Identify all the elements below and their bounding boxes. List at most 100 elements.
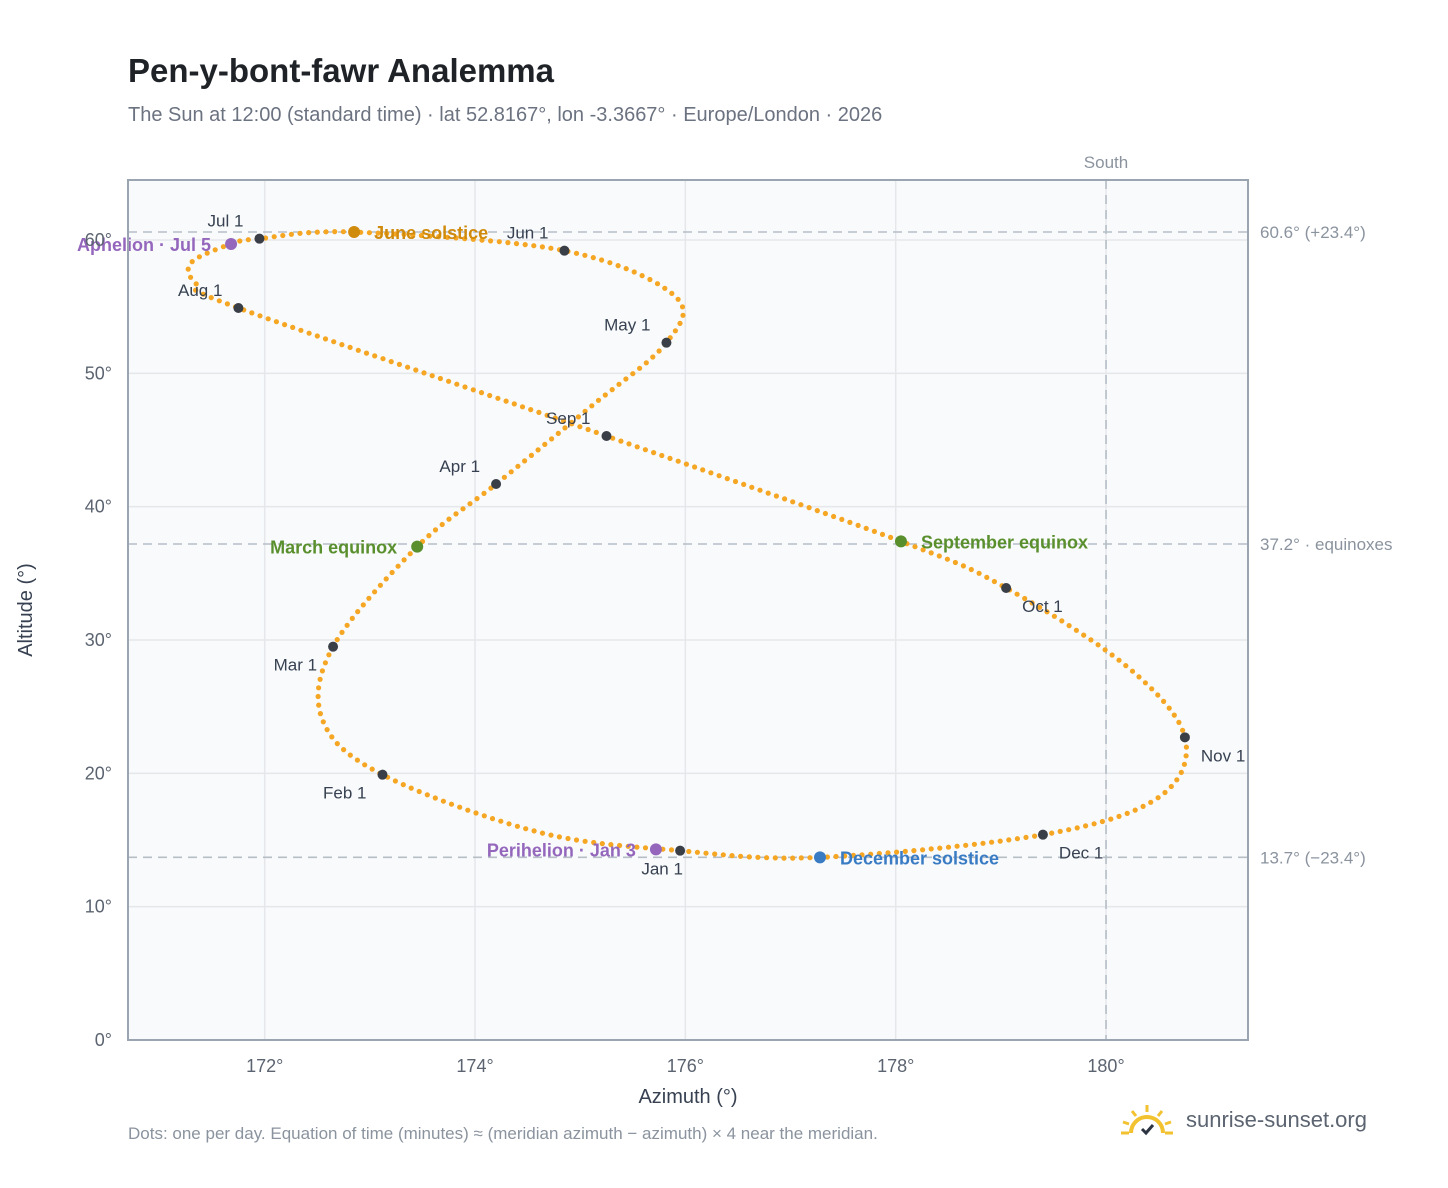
daily-dot xyxy=(562,425,568,431)
daily-dot xyxy=(408,785,414,791)
daily-dot xyxy=(400,782,406,788)
month-marker-label: Jun 1 xyxy=(507,224,549,243)
daily-dot xyxy=(936,553,942,559)
daily-dot xyxy=(437,375,443,382)
month-marker-label: Sep 1 xyxy=(546,409,590,428)
chart-subtitle: The Sun at 12:00 (standard time) · lat 5… xyxy=(128,104,883,126)
daily-dot xyxy=(347,344,353,350)
daily-dot xyxy=(185,266,191,272)
daily-dot xyxy=(315,693,321,700)
daily-dot xyxy=(1161,698,1167,705)
daily-dot xyxy=(280,232,286,239)
daily-dot xyxy=(582,252,588,258)
y-tick-label: 30° xyxy=(85,630,112,650)
daily-dot xyxy=(1014,836,1021,842)
daily-dot xyxy=(757,487,763,493)
daily-dot xyxy=(675,458,681,464)
daily-dot xyxy=(536,409,542,415)
daily-dot xyxy=(937,845,943,851)
daily-dot xyxy=(712,851,718,857)
daily-dot xyxy=(650,354,656,360)
daily-dot xyxy=(288,231,294,237)
daily-dot xyxy=(324,727,330,733)
event-marker-label: December solstice xyxy=(840,848,999,868)
daily-dot xyxy=(599,841,605,847)
daily-dot xyxy=(401,231,407,237)
daily-dot xyxy=(920,547,926,553)
daily-dot xyxy=(616,381,622,387)
event-marker-dot xyxy=(348,226,361,238)
daily-dot xyxy=(478,390,485,396)
daily-dot xyxy=(885,850,891,856)
daily-dot xyxy=(782,496,788,502)
daily-dot xyxy=(625,843,631,849)
daily-dot xyxy=(522,242,528,248)
daily-dot xyxy=(839,516,845,523)
daily-dot xyxy=(320,719,326,725)
daily-dot xyxy=(656,348,662,354)
daily-dot xyxy=(189,259,195,265)
reference-line-label: 60.6° (+23.4°) xyxy=(1260,223,1366,242)
y-tick-label: 10° xyxy=(85,897,112,917)
daily-dot xyxy=(366,595,372,601)
daily-dot xyxy=(322,336,329,342)
daily-dot xyxy=(1091,821,1097,827)
daily-dot xyxy=(1116,657,1122,663)
daily-dot xyxy=(1051,613,1057,619)
y-tick-label: 40° xyxy=(85,497,112,517)
daily-dot xyxy=(505,240,511,246)
y-tick-label: 50° xyxy=(85,363,112,383)
month-marker-label: Feb 1 xyxy=(323,784,366,803)
daily-dot xyxy=(755,854,761,860)
reference-lines: 60.6° (+23.4°) 37.2° · equinoxes 13.7° (−2… xyxy=(128,153,1393,1040)
daily-dot xyxy=(1149,686,1155,692)
month-marker-dot xyxy=(491,479,502,489)
daily-dot xyxy=(807,855,813,861)
daily-dot xyxy=(667,455,673,461)
daily-dot xyxy=(565,835,571,842)
daily-dot xyxy=(375,230,381,236)
daily-dot xyxy=(1066,623,1072,629)
daily-dot xyxy=(1178,769,1184,776)
daily-dot xyxy=(642,447,649,453)
daily-dot xyxy=(1132,807,1138,813)
daily-dot xyxy=(976,570,982,576)
daily-dot xyxy=(806,505,812,511)
daily-dot xyxy=(498,818,504,824)
y-tick-label: 20° xyxy=(85,763,112,783)
month-marker-label: Dec 1 xyxy=(1059,844,1103,863)
daily-dot xyxy=(306,230,312,236)
daily-dot xyxy=(418,232,424,239)
daily-dot xyxy=(344,622,350,628)
daily-dot xyxy=(683,461,690,467)
daily-dot xyxy=(1081,632,1087,638)
daily-dot xyxy=(1059,618,1065,624)
daily-dot xyxy=(488,238,494,244)
daily-dot xyxy=(237,238,243,244)
daily-dot xyxy=(424,792,430,798)
daily-dot xyxy=(522,458,528,464)
daily-dot xyxy=(298,327,304,333)
daily-dot xyxy=(871,528,878,535)
daily-dot xyxy=(1083,823,1089,829)
daily-dot xyxy=(989,839,995,845)
daily-dot xyxy=(474,496,480,502)
daily-dot xyxy=(383,576,389,582)
daily-dot xyxy=(863,525,869,532)
daily-dot xyxy=(1102,647,1108,653)
daily-dot xyxy=(212,247,218,253)
daily-dot xyxy=(968,566,974,573)
brand-logo[interactable]: sunrise-sunset.org xyxy=(1120,1100,1367,1140)
daily-dot xyxy=(339,629,345,636)
daily-dot xyxy=(363,350,370,356)
daily-dot xyxy=(662,285,668,291)
daily-dot xyxy=(590,255,596,261)
daily-dot xyxy=(920,847,926,853)
daily-dot xyxy=(637,365,643,371)
daily-dot xyxy=(720,852,726,858)
event-marker-dot xyxy=(411,540,424,553)
daily-dot xyxy=(196,254,202,260)
reference-line-label: 13.7° (−23.4°) xyxy=(1260,848,1366,867)
daily-dot xyxy=(528,407,534,413)
daily-dot xyxy=(1168,783,1174,790)
